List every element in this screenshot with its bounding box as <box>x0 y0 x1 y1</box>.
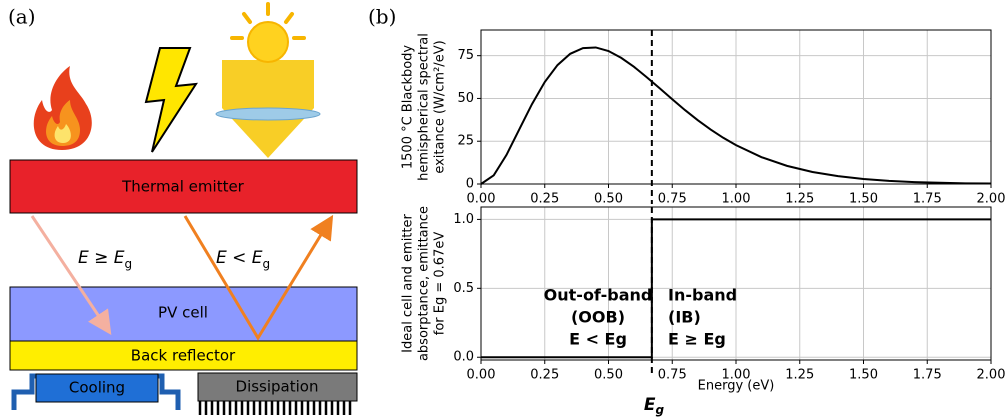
y-axis-label: hemispherical spectral <box>417 33 432 181</box>
annotation: (OOB) <box>571 308 625 327</box>
x-tick-label: 0.75 <box>658 368 687 383</box>
y-tick-label: 50 <box>457 91 474 106</box>
y-tick-label: 75 <box>457 48 474 63</box>
arrow <box>183 214 334 341</box>
x-tick-label: 1.00 <box>722 368 751 383</box>
box-label: Dissipation <box>236 378 319 396</box>
box-label: Thermal emitter <box>121 178 245 196</box>
line-series <box>480 46 992 185</box>
x-axis-label: Energy (eV) <box>698 379 775 394</box>
x-tick-label: 1.25 <box>785 192 814 207</box>
bandgap-label-main: E <box>644 395 656 415</box>
y-tick-label: 0 <box>466 177 474 192</box>
annotation: (IB) <box>668 308 701 327</box>
annotation: E ≥ Eg <box>668 330 726 349</box>
plot-frame <box>480 206 992 361</box>
arrow-label: E ≥ Eg <box>78 248 132 271</box>
dissipation-box <box>197 372 358 402</box>
y-tick-label: 0.0 <box>453 350 474 365</box>
sun-icon <box>215 2 321 158</box>
x-tick-label: 2.00 <box>977 192 1006 207</box>
x-tick-label: 1.75 <box>913 192 942 207</box>
reflector-box <box>9 340 358 371</box>
box-label: PV cell <box>158 304 208 322</box>
x-tick-label: 0.25 <box>530 192 559 207</box>
annotation: E < Eg <box>569 330 627 349</box>
x-tick-label: 0.50 <box>594 192 623 207</box>
x-tick-label: 1.25 <box>785 368 814 383</box>
y-tick-label: 1.0 <box>453 212 474 227</box>
x-tick-label: 1.75 <box>913 368 942 383</box>
lightning-icon <box>144 47 198 153</box>
box-label: Back reflector <box>131 347 236 365</box>
annotation: Out-of-band <box>544 286 653 305</box>
plot-frame <box>480 29 992 185</box>
cooling-box <box>35 373 159 403</box>
heat-fins <box>198 401 352 415</box>
y-tick-label: 25 <box>457 134 474 149</box>
x-tick-label: 0.00 <box>467 192 496 207</box>
arrow <box>30 215 112 335</box>
emitter-box <box>9 159 358 214</box>
arrow-label: E < Eg <box>216 248 270 271</box>
panel-label: (a) <box>8 5 36 29</box>
x-tick-label: 1.00 <box>722 192 751 207</box>
y-axis-label: exitance (W/cm²/eV) <box>433 40 448 173</box>
flame-icon <box>33 66 92 150</box>
bandgap-label: Eg <box>644 395 665 417</box>
box-label: Cooling <box>69 379 125 397</box>
x-tick-label: 0.75 <box>658 192 687 207</box>
y-tick-label: 0.5 <box>453 281 474 296</box>
panel-label: (b) <box>368 5 396 29</box>
bandgap-label-sub: g <box>655 403 664 417</box>
x-tick-label: 2.00 <box>977 368 1006 383</box>
x-tick-label: 1.50 <box>849 192 878 207</box>
y-axis-label: for Eg = 0.67eV <box>433 232 448 336</box>
y-axis-label: 1500 °C Blackbody <box>401 45 416 170</box>
y-axis-label: Ideal cell and emitter <box>401 214 416 353</box>
x-tick-label: 0.25 <box>530 368 559 383</box>
x-tick-label: 1.50 <box>849 368 878 383</box>
y-axis-label: absorptance, emittance <box>417 206 432 361</box>
x-tick-label: 0.00 <box>467 368 496 383</box>
x-tick-label: 0.50 <box>594 368 623 383</box>
annotation: In-band <box>668 286 737 305</box>
